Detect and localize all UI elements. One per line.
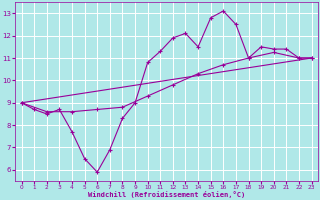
X-axis label: Windchill (Refroidissement éolien,°C): Windchill (Refroidissement éolien,°C) <box>88 191 245 198</box>
